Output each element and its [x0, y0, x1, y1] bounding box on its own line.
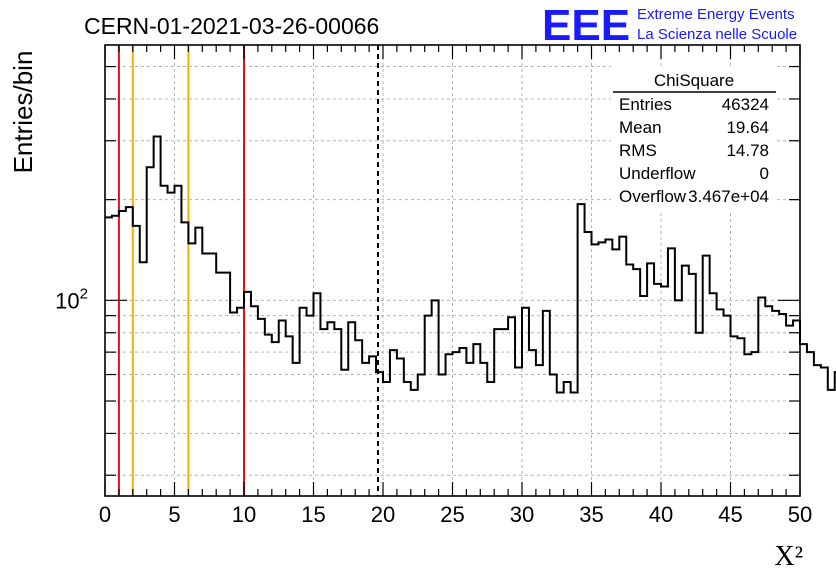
stats-label-overflow: Overflow [619, 187, 687, 206]
x-axis-label: X² [774, 541, 803, 572]
x-tick-label: 0 [99, 502, 111, 527]
y-axis-ticks [105, 65, 800, 476]
x-tick-label: 30 [510, 502, 534, 527]
stats-value-mean: 19.64 [726, 118, 769, 137]
grid-lines [105, 45, 800, 496]
x-tick-label: 40 [649, 502, 673, 527]
stats-value-underflow: 0 [760, 164, 769, 183]
eee-logo: EEE [542, 1, 630, 50]
stats-label-entries: Entries [619, 95, 672, 114]
x-tick-label: 50 [788, 502, 812, 527]
histogram-series [105, 135, 836, 394]
stats-value-rms: 14.78 [726, 141, 769, 160]
y-axis-label: Entries/bin [8, 51, 38, 174]
logo-line-1: Extreme Energy Events [637, 6, 795, 23]
x-axis-tick-labels: 0 5 10 15 20 25 30 35 40 45 50 [99, 502, 812, 527]
stats-title: ChiSquare [654, 71, 734, 90]
marker-lines [117, 45, 379, 496]
x-tick-label: 5 [168, 502, 180, 527]
logo-line-2: La Scienza nelle Scuole [637, 26, 797, 43]
x-tick-label: 35 [579, 502, 603, 527]
x-tick-label: 45 [718, 502, 742, 527]
stats-label-underflow: Underflow [619, 164, 696, 183]
stats-value-entries: 46324 [722, 95, 769, 114]
stats-label-mean: Mean [619, 118, 662, 137]
stats-value-overflow: 3.467e+04 [688, 187, 769, 206]
y-tick-label: 102 [55, 285, 88, 313]
stats-box: ChiSquare Entries 46324 Mean 19.64 RMS 1… [611, 66, 777, 212]
stats-label-rms: RMS [619, 141, 657, 160]
x-tick-label: 20 [371, 502, 395, 527]
x-tick-label: 10 [232, 502, 256, 527]
chart-title: CERN-01-2021-03-26-00066 [84, 13, 379, 39]
x-axis-ticks [104, 45, 801, 496]
x-tick-label: 25 [440, 502, 464, 527]
x-tick-label: 15 [301, 502, 325, 527]
